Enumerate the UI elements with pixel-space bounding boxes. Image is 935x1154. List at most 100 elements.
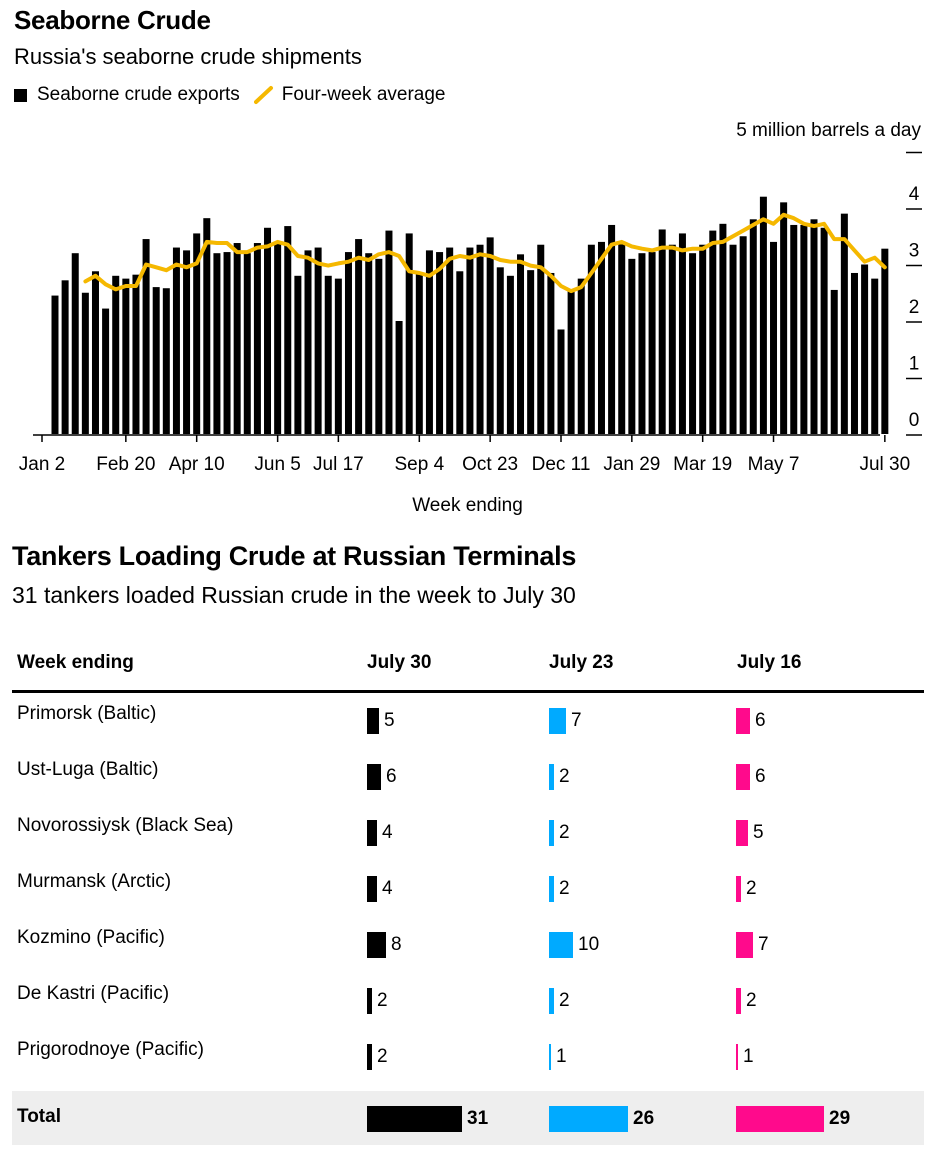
bar [668,244,676,434]
value-number: 2 [559,990,570,1011]
bar [729,244,737,434]
bar [233,243,241,434]
bar [820,227,828,434]
value-cell: 2 [736,988,757,1014]
bar [284,226,292,434]
header-col-2: July 23 [549,652,614,673]
value-cell: 2 [549,820,570,846]
bar [122,278,130,434]
bar [658,229,666,434]
bar [486,237,494,434]
row-label: Kozmino (Pacific) [17,927,165,948]
bar [830,289,838,434]
value-cell: 6 [367,764,397,790]
value-bar [367,708,379,734]
value-bar [549,1106,628,1132]
bar [719,223,727,434]
value-bar [367,1044,372,1070]
value-cell: 2 [736,876,757,902]
bar [476,244,484,434]
value-cell: 6 [736,708,766,734]
bar [91,271,99,434]
bar [628,258,636,434]
bar [496,267,504,434]
value-number: 5 [753,822,764,843]
bar [527,270,535,434]
bar [172,247,180,434]
bar [699,244,707,434]
bar [517,254,525,434]
value-cell: 2 [549,764,570,790]
average-line [83,212,887,294]
bar [355,239,363,434]
legend-bar-swatch [14,88,27,102]
table-row: De Kastri (Pacific) 2 2 2 [12,973,924,1029]
table-row: Ust-Luga (Baltic) 6 2 6 [12,749,924,805]
bar [861,264,869,434]
bar [709,230,717,434]
value-cell: 10 [549,932,599,958]
value-number: 10 [578,934,600,955]
header-col-3: July 16 [737,652,802,673]
bar [739,236,747,434]
row-label: Total [17,1106,61,1127]
bar [850,272,858,434]
header-col-1: July 30 [367,652,432,673]
value-bar [549,708,566,734]
bar [557,329,565,434]
value-cell: 26 [549,1106,654,1132]
bar [770,241,778,434]
value-cell: 29 [736,1106,850,1132]
bar [567,289,575,434]
bar [375,258,383,434]
bar [81,292,89,434]
value-number: 1 [743,1046,754,1067]
value-bar [549,820,554,846]
bar [749,219,757,434]
bar [51,295,59,434]
y-tick-label: 4 [909,184,920,205]
bar [344,252,352,434]
bar [132,274,140,434]
x-tick-label: Apr 10 [169,454,225,475]
value-number: 6 [755,710,766,731]
bar [689,253,697,434]
value-bar [367,988,372,1014]
x-axis-title: Week ending [412,495,523,516]
value-cell: 7 [736,932,769,958]
value-bar [736,764,750,790]
bar [213,253,221,434]
bar [648,252,656,434]
value-number: 2 [377,1046,388,1067]
y-tick-label: 0 [909,410,920,431]
bar [587,244,595,434]
bar [547,272,555,434]
bar [102,308,110,434]
table-body: Primorsk (Baltic) 5 7 6 Ust-Luga (Baltic) 6 2 6… [12,693,924,1145]
x-tick-label: Jan 29 [603,454,660,475]
row-label: Ust-Luga (Baltic) [17,759,159,780]
value-bar [736,708,750,734]
table-row: Kozmino (Pacific) 8 10 7 [12,917,924,973]
bar [294,275,302,434]
value-bar [736,820,748,846]
bar [446,247,454,434]
legend-label-average: Four-week average [281,84,446,105]
value-cell: 8 [367,932,402,958]
bar [304,250,312,434]
bar [790,224,798,434]
y-tick-label: 2 [909,297,920,318]
x-tick-label: Dec 11 [532,454,591,475]
value-number: 2 [559,822,570,843]
value-bar [549,1044,551,1070]
value-cell: 6 [736,764,766,790]
bar [264,227,272,434]
value-number: 1 [556,1046,567,1067]
x-tick-label: Jun 5 [254,454,300,475]
bar [203,218,211,434]
bar [608,224,616,434]
value-cell: 4 [367,820,393,846]
bar [871,278,879,434]
value-number: 2 [746,878,757,899]
value-bar [736,1106,824,1132]
